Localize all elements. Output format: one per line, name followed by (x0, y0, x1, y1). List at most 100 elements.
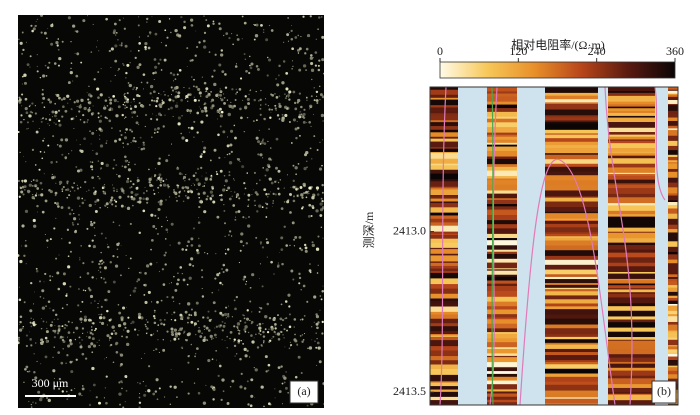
grain (43, 173, 45, 175)
grain (170, 327, 174, 331)
grain (282, 60, 286, 63)
grain (312, 196, 314, 198)
resistivity-stripe (608, 214, 655, 218)
grain (49, 238, 52, 241)
grain (73, 101, 76, 104)
grain (146, 190, 148, 192)
grain (23, 81, 27, 85)
grain (182, 278, 186, 282)
grain (204, 176, 208, 180)
grain (250, 320, 254, 324)
resistivity-stripe (430, 268, 458, 272)
grain (119, 364, 122, 367)
grain (98, 262, 101, 266)
grain (204, 91, 206, 93)
grain (204, 335, 206, 338)
grain (55, 161, 58, 163)
grain (126, 342, 130, 347)
grain (207, 92, 209, 93)
resistivity-stripe (487, 142, 517, 146)
grain (205, 172, 207, 174)
grain (194, 333, 197, 336)
grain (35, 342, 37, 344)
resistivity-stripe (668, 251, 678, 255)
grain (288, 90, 292, 94)
grain (181, 272, 184, 275)
resistivity-stripe (487, 170, 517, 177)
grain (151, 176, 153, 178)
grain (92, 23, 94, 26)
grain (159, 113, 163, 117)
grain (310, 95, 313, 98)
grain (300, 111, 302, 113)
resistivity-stripe (608, 106, 655, 109)
grain (132, 88, 135, 91)
grain (92, 383, 96, 387)
grain (177, 278, 180, 282)
grain (315, 332, 318, 334)
grain (208, 51, 211, 53)
grain (62, 185, 65, 189)
grain (40, 341, 44, 346)
grain (122, 322, 127, 326)
resistivity-stripe (487, 93, 517, 98)
grain (55, 123, 57, 125)
grain (320, 16, 323, 18)
grain (219, 194, 221, 197)
resistivity-stripe (608, 115, 655, 119)
resistivity-stripe (487, 253, 517, 260)
grain (280, 303, 283, 306)
grain (54, 202, 57, 205)
grain (178, 195, 181, 198)
resistivity-stripe (668, 365, 678, 368)
grain (145, 319, 147, 321)
grain (148, 103, 151, 106)
grain (302, 192, 305, 194)
grain (139, 382, 142, 385)
grain (213, 148, 217, 152)
resistivity-stripe (545, 259, 598, 266)
grain (47, 28, 49, 29)
grain (140, 81, 143, 84)
grain (229, 143, 233, 147)
grain (283, 105, 288, 109)
resistivity-stripe (487, 314, 517, 319)
grain (84, 199, 86, 201)
resistivity-stripe (430, 189, 458, 196)
grain (186, 316, 190, 320)
grain (172, 116, 174, 118)
grain (67, 206, 71, 210)
resistivity-stripe (668, 346, 678, 350)
grain (97, 306, 99, 309)
grain (280, 236, 284, 240)
grain (168, 282, 170, 284)
grain (32, 218, 36, 223)
grain (35, 323, 37, 326)
resistivity-stripe (430, 247, 458, 250)
resistivity-stripe (487, 402, 517, 405)
grain (317, 28, 319, 30)
grain (187, 355, 190, 358)
grain (294, 166, 298, 170)
grain (138, 63, 142, 67)
grain (256, 193, 259, 196)
grain (91, 168, 94, 171)
grain (308, 193, 310, 195)
grain (153, 174, 157, 177)
grain (157, 161, 161, 166)
grain (265, 370, 268, 373)
grain (144, 45, 147, 49)
grain (94, 234, 96, 237)
resistivity-stripe (668, 182, 678, 188)
grain (267, 369, 270, 372)
resistivity-stripe (487, 333, 517, 339)
grain (300, 105, 303, 109)
resistivity-stripe (430, 225, 458, 233)
grain (64, 109, 68, 113)
grain (195, 172, 197, 174)
grain (143, 293, 146, 296)
grain (319, 214, 323, 217)
grain (31, 29, 34, 33)
resistivity-stripe (430, 231, 458, 235)
resistivity-stripe (608, 87, 655, 92)
